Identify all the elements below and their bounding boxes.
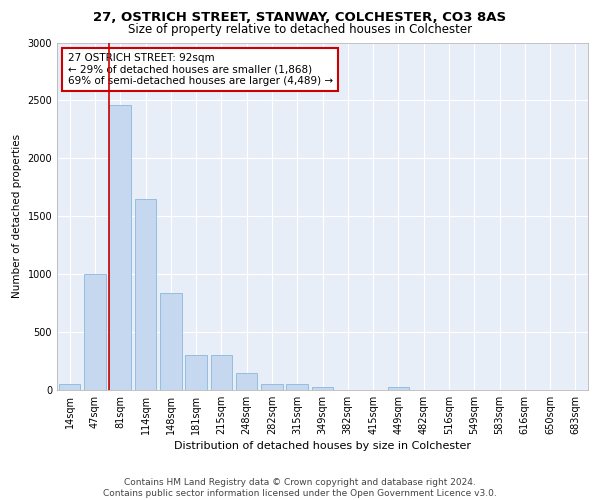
Bar	[135, 199, 156, 390]
Text: 27, OSTRICH STREET, STANWAY, COLCHESTER, CO3 8AS: 27, OSTRICH STREET, STANWAY, COLCHESTER,…	[94, 11, 506, 24]
Text: Contains HM Land Registry data © Crown copyright and database right 2024.
Contai: Contains HM Land Registry data © Crown c…	[103, 478, 497, 498]
Bar	[160, 292, 182, 390]
Text: 27 OSTRICH STREET: 92sqm
← 29% of detached houses are smaller (1,868)
69% of sem: 27 OSTRICH STREET: 92sqm ← 29% of detach…	[68, 53, 333, 86]
X-axis label: Distribution of detached houses by size in Colchester: Distribution of detached houses by size …	[174, 441, 471, 451]
Text: Size of property relative to detached houses in Colchester: Size of property relative to detached ho…	[128, 22, 472, 36]
Bar	[312, 386, 333, 390]
Bar	[236, 372, 257, 390]
Bar	[59, 384, 80, 390]
Bar	[185, 355, 207, 390]
Bar	[211, 355, 232, 390]
Bar	[388, 386, 409, 390]
Bar	[84, 274, 106, 390]
Bar	[286, 384, 308, 390]
Bar	[261, 384, 283, 390]
Y-axis label: Number of detached properties: Number of detached properties	[12, 134, 22, 298]
Bar	[109, 105, 131, 390]
